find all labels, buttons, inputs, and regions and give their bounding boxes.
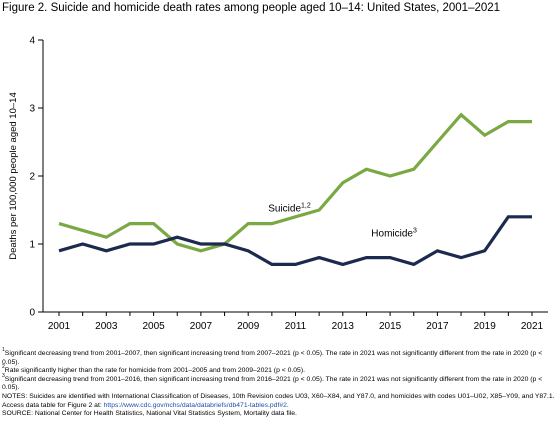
- y-axis-label: Deaths per 100,000 people aged 10–14: [8, 92, 19, 259]
- footnote-3-text: Significant decreasing trend from 2001–2…: [2, 375, 543, 392]
- y-axis-ticks: 0 1 2 3 4: [29, 36, 43, 319]
- footnote-3-marker: 3: [2, 372, 5, 379]
- figure-notes: 1Significant decreasing trend from 2001–…: [2, 347, 558, 419]
- suicide-line: [58, 112, 532, 253]
- x-tick-label: 2019: [474, 321, 497, 332]
- x-tick-label: 2001: [48, 321, 71, 332]
- x-tick-label: 2009: [237, 321, 260, 332]
- footnote-3: 3Significant decreasing trend from 2001–…: [2, 372, 558, 393]
- x-tick-label: 2007: [190, 321, 213, 332]
- chart-axes: [42, 40, 548, 313]
- footnote-1-marker: 1: [2, 347, 5, 353]
- x-tick-label: 2021: [521, 321, 544, 332]
- x-tick-label: 2003: [95, 321, 118, 332]
- source-line: SOURCE: National Center for Health Stati…: [2, 410, 297, 418]
- footnote-1-text: Significant decreasing trend from 2001–2…: [2, 350, 543, 366]
- suicide-series-label: Suicide1,2: [268, 203, 311, 215]
- notes-end: .: [286, 401, 289, 409]
- x-tick-label: 2017: [426, 321, 449, 332]
- x-tick-label: 2013: [332, 321, 355, 332]
- y-tick-label: 3: [29, 104, 35, 115]
- series-lines: [58, 112, 532, 267]
- series-labels: Suicide1,2 Homicide3: [268, 203, 417, 240]
- homicide-line: [58, 215, 532, 267]
- y-tick-label: 1: [29, 240, 35, 251]
- footnote-1: 1Significant decreasing trend from 2001–…: [2, 347, 558, 367]
- homicide-series-label-sup: 3: [413, 228, 417, 235]
- x-tick-label: 2011: [285, 321, 307, 332]
- notes-text: NOTES: Suicides are identified with Inte…: [2, 392, 555, 409]
- data-table-link[interactable]: https://www.cdc.gov/nchs/data/databriefs…: [103, 401, 287, 409]
- y-tick-label: 2: [29, 172, 35, 183]
- y-tick-label: 0: [29, 308, 35, 319]
- notes-paragraph: NOTES: Suicides are identified with Inte…: [2, 393, 558, 410]
- y-tick-label: 4: [29, 36, 35, 47]
- homicide-series-label: Homicide3: [371, 228, 417, 240]
- x-tick-label: 2005: [142, 321, 165, 332]
- suicide-series-label-sup: 1,2: [301, 203, 311, 210]
- footnote-2-marker: 2: [2, 364, 5, 371]
- footnote-2: 2Rate significantly higher than the rate…: [2, 364, 558, 376]
- figure-title: Figure 2. Suicide and homicide death rat…: [2, 2, 501, 14]
- footnote-2-text: Rate significantly higher than the rate …: [4, 367, 305, 375]
- x-axis-ticks: 2001 2003 2005 2007 2009 2011 2013 2015 2017 2019…: [48, 312, 544, 332]
- x-tick-label: 2015: [379, 321, 402, 332]
